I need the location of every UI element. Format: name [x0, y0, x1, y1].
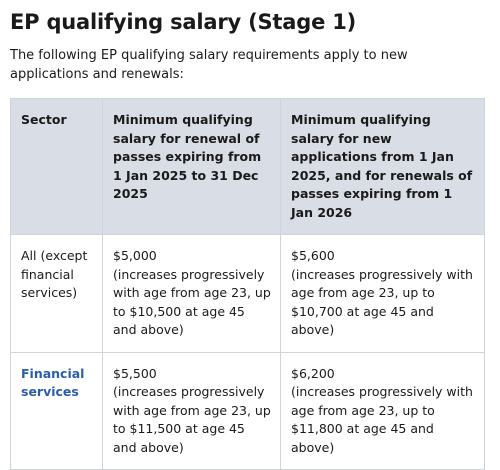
new-note: (increases progressively with age from a…	[291, 384, 473, 455]
financial-services-link[interactable]: Financial services	[21, 365, 85, 400]
renewal-amount: $5,500	[113, 365, 157, 381]
renewal-amount: $5,000	[113, 248, 157, 263]
table-header: Sector Minimum qualifying salary for ren…	[10, 98, 485, 235]
renewal-note: (increases progressively with age from a…	[113, 266, 271, 338]
header-new: Minimum qualifying salary for new applic…	[280, 98, 485, 235]
renewal-cell: $5,500 (increases progressively with age…	[102, 351, 281, 470]
header-renewal: Minimum qualifying salary for renewal of…	[102, 98, 281, 235]
sector-cell: All (except financial services)	[10, 234, 103, 353]
page-title: EP qualifying salary (Stage 1)	[10, 10, 357, 34]
sector-cell: Financial services	[10, 351, 103, 470]
page: EP qualifying salary (Stage 1) The follo…	[10, 10, 485, 470]
new-amount: $6,200	[291, 365, 335, 381]
renewal-cell: $5,000 (increases progressively with age…	[102, 234, 281, 353]
new-cell: $5,600 (increases progressively with age…	[280, 234, 485, 353]
header-sector: Sector	[10, 98, 103, 235]
table-header-row: Sector Minimum qualifying salary for ren…	[10, 98, 485, 235]
new-amount: $5,600	[291, 248, 335, 263]
table-row: All (except financial services) $5,000 (…	[10, 234, 485, 353]
intro-text: The following EP qualifying salary requi…	[10, 48, 408, 82]
salary-table: Sector Minimum qualifying salary for ren…	[10, 98, 485, 470]
new-cell: $6,200 (increases progressively with age…	[280, 351, 485, 470]
table-body: All (except financial services) $5,000 (…	[10, 234, 485, 470]
renewal-note: (increases progressively with age from a…	[113, 384, 271, 455]
new-note: (increases progressively with age from a…	[291, 266, 473, 338]
table-row: Financial services $5,500 (increases pro…	[10, 351, 485, 470]
